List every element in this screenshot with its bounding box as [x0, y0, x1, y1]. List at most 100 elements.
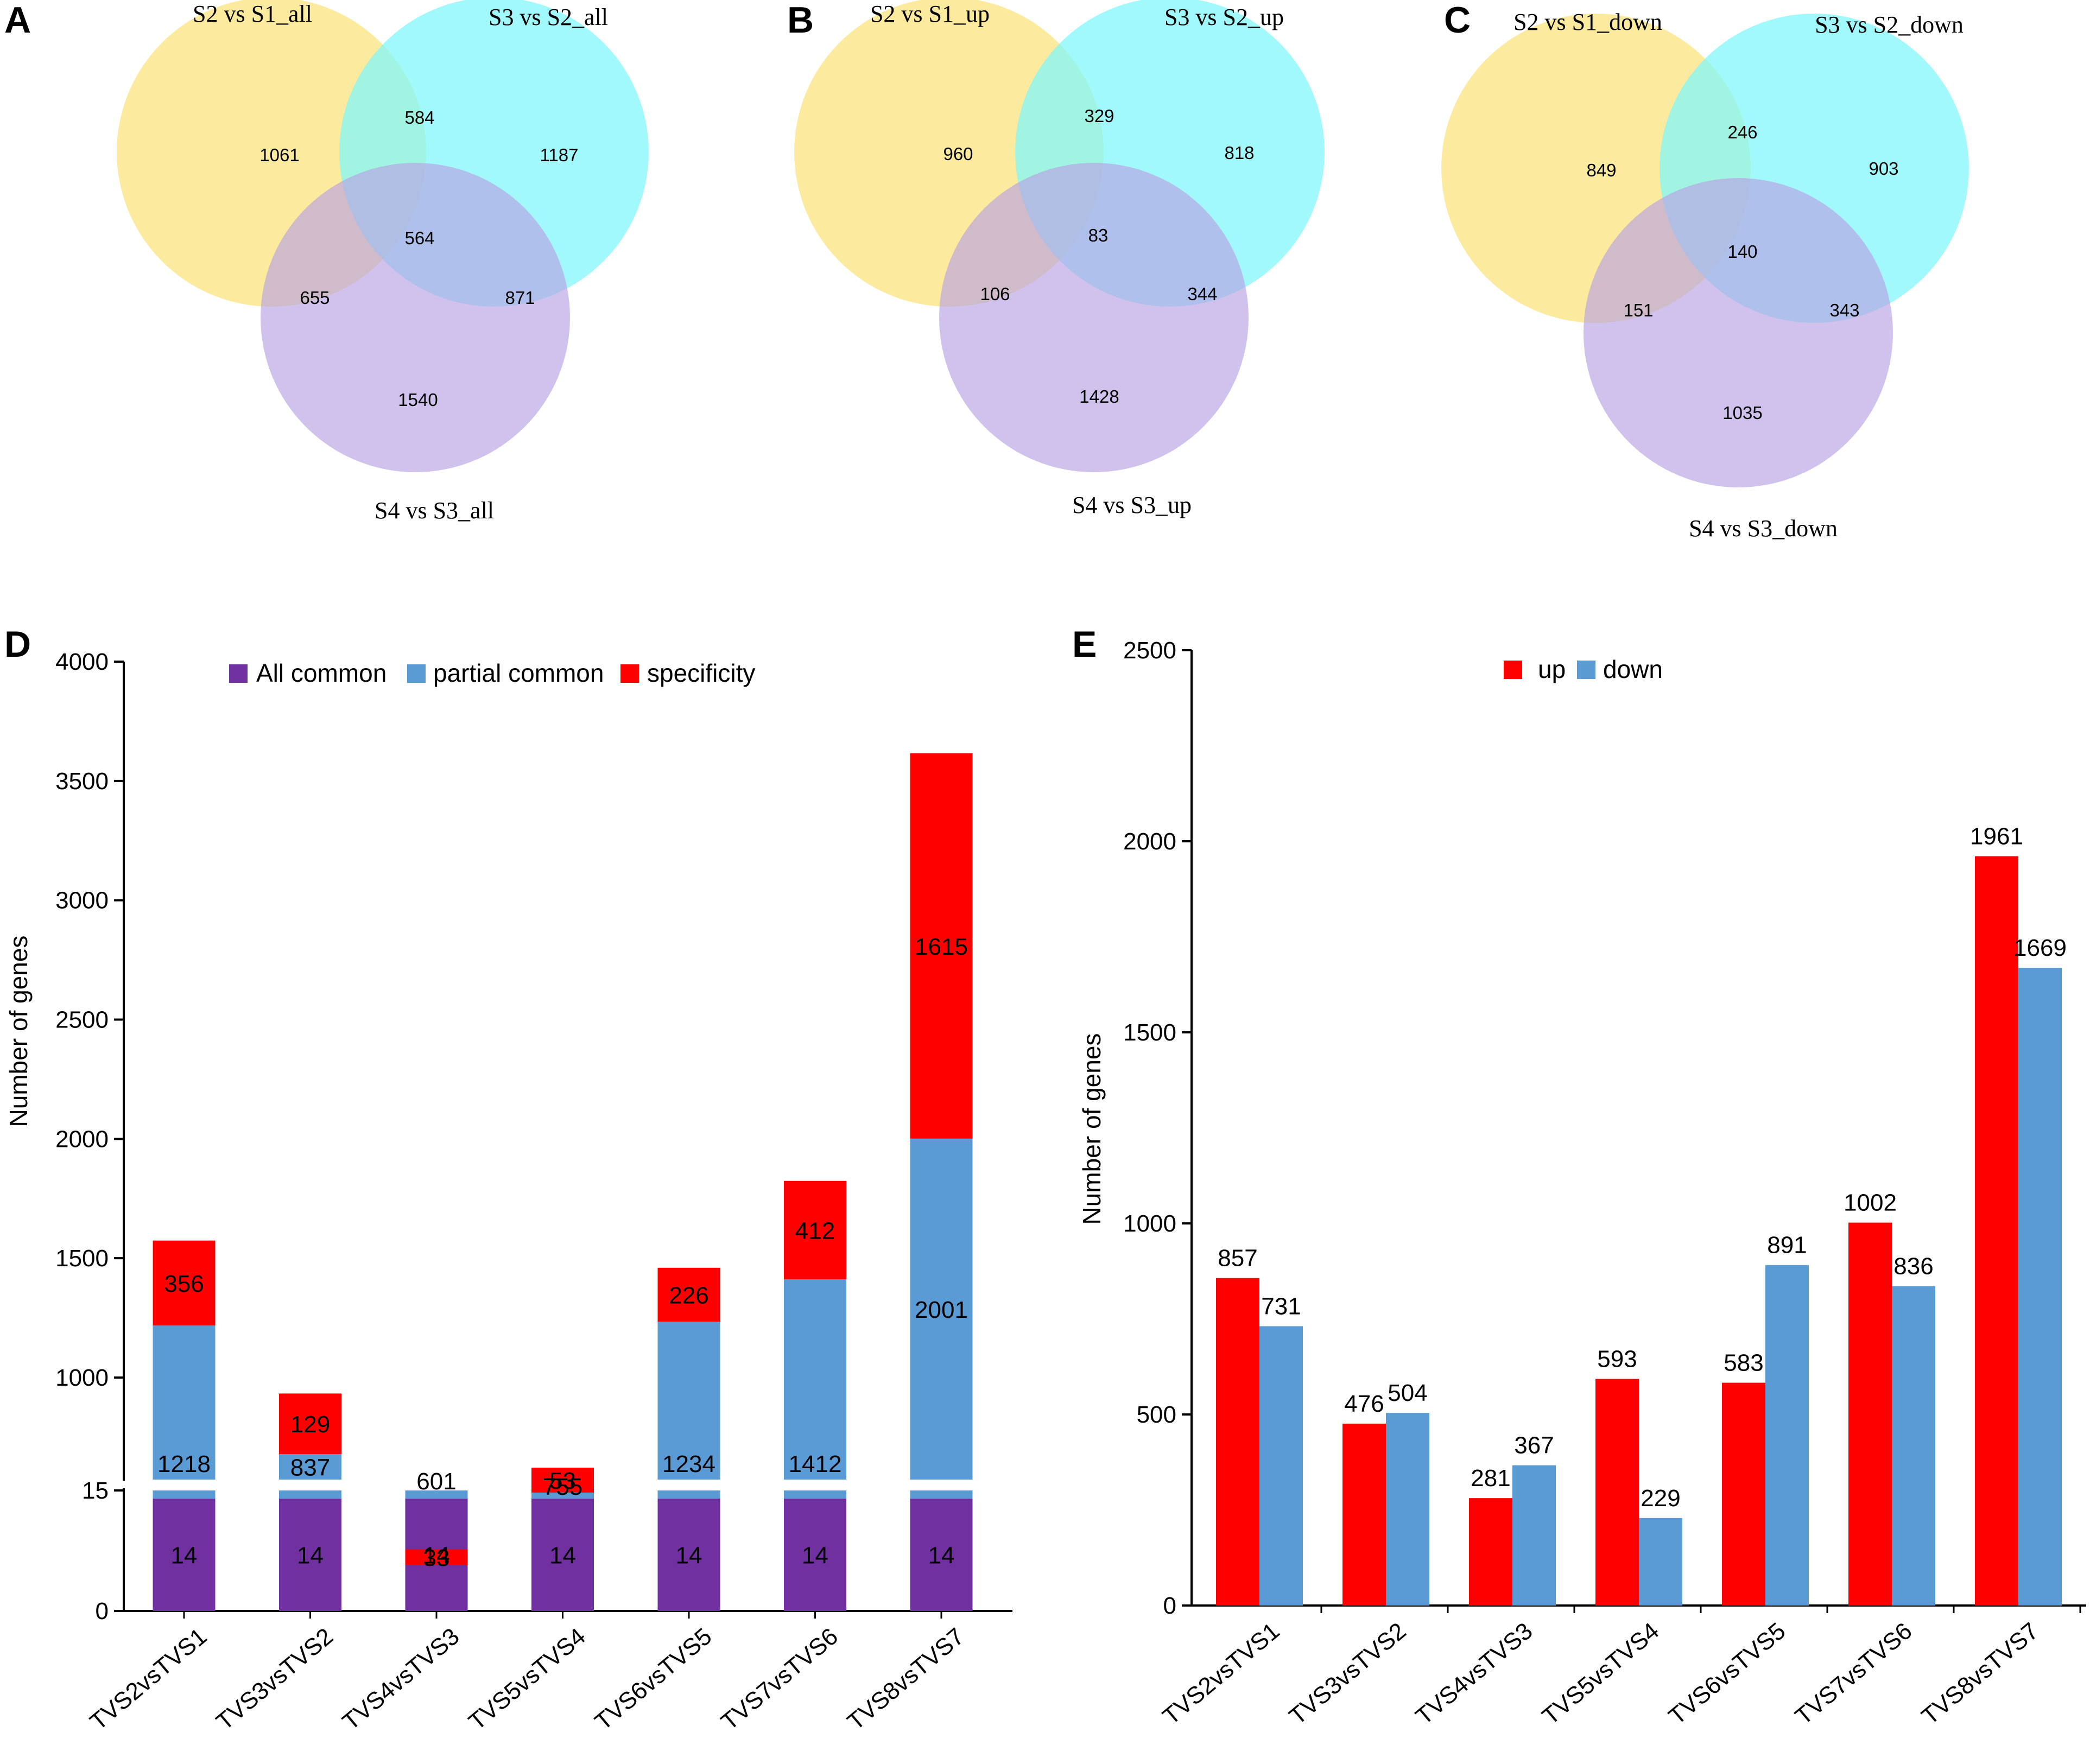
data-label-down: 367 [1514, 1432, 1554, 1459]
data-label-all-common: 14 [549, 1542, 576, 1569]
bar-partial-common [657, 1322, 720, 1480]
bar-partial-common [910, 1138, 973, 1480]
chart-d-ylabel: Number of genes [4, 936, 33, 1127]
bar-specificity [784, 1181, 846, 1279]
bar-specificity [657, 1267, 720, 1322]
x-tick-label: TVS6vsTVS5 [1664, 1617, 1791, 1730]
bar-down [2018, 968, 2062, 1606]
y-tick-label: 2500 [1123, 637, 1176, 664]
data-label-specificity: 33 [423, 1545, 450, 1571]
legend-label-specificity: specificity [647, 659, 755, 687]
venn-b-count: 329 [1084, 106, 1114, 126]
bar-all-common [279, 1498, 341, 1611]
panel-label-d: D [4, 624, 31, 665]
data-label-all-common: 14 [928, 1542, 955, 1569]
y-tick-label: 4000 [55, 649, 109, 675]
bar-partial-common-lower [279, 1490, 341, 1499]
bar-all-common [657, 1498, 720, 1611]
data-label-all-common: 14 [297, 1542, 324, 1569]
bar-specificity [910, 753, 973, 1139]
venn-c-set-label-3: S4 vs S3_down [1689, 515, 1838, 542]
panel-label-c: C [1444, 0, 1471, 41]
bar-down [1386, 1413, 1429, 1606]
chart-e-ylabel: Number of genes [1078, 1033, 1106, 1225]
venn-a-set-label-2: S3 vs S2_all [489, 4, 608, 30]
legend-swatch-specificity [620, 664, 639, 683]
data-label-up: 281 [1471, 1465, 1510, 1492]
bar-specificity [153, 1240, 216, 1326]
bar-down [1892, 1286, 1935, 1606]
venn-c-count: 343 [1829, 300, 1859, 320]
venn-a-circle-3 [261, 163, 570, 472]
data-label-up: 583 [1724, 1350, 1763, 1376]
bar-down [1259, 1326, 1303, 1606]
venn-c-circle-3 [1584, 178, 1893, 487]
data-label-all-common: 14 [423, 1542, 450, 1569]
venn-diagram-c: S2 vs S1_down S3 vs S2_down S4 vs S3_dow… [1441, 9, 1969, 542]
venn-a-count: 871 [505, 288, 535, 308]
data-label-down: 836 [1893, 1253, 1933, 1279]
data-label-specificity: 53 [549, 1468, 576, 1494]
y-tick-label: 0 [1163, 1592, 1176, 1619]
x-tick-label: TVS7vsTVS6 [716, 1623, 843, 1735]
y-tick-label: 1500 [55, 1245, 109, 1272]
stacked-bar-chart-d: Number of genes All common partial commo… [4, 649, 1016, 1735]
chart-d-plot: 0 15 1000 1500 2000 2500 3000 3500 4000 14 1218 356… [55, 649, 1016, 1735]
venn-b-circle-3 [939, 163, 1249, 472]
bar-all-common [153, 1498, 216, 1611]
venn-a-count: 1061 [259, 145, 299, 165]
y-tick-label: 1500 [1123, 1019, 1176, 1046]
y-tick-label: 2000 [55, 1126, 109, 1152]
grouped-bar-chart-e: Number of genes up down 0 500 1000 1500 2000… [1078, 637, 2086, 1730]
data-label-down: 731 [1261, 1293, 1301, 1319]
venn-a-set-label-1: S2 vs S1_all [193, 1, 312, 27]
legend-swatch-all-common [229, 664, 248, 683]
bar-down [1765, 1265, 1809, 1606]
data-label-all-common: 14 [802, 1542, 828, 1569]
legend-swatch-partial-common [407, 664, 426, 683]
data-label-partial-common: 1412 [789, 1451, 842, 1477]
venn-a-count: 584 [404, 107, 434, 128]
bar-up [1595, 1379, 1639, 1606]
legend-label-all-common: All common [256, 659, 387, 687]
y-tick-label: 2500 [55, 1007, 109, 1033]
bar-partial-common-lower [910, 1490, 973, 1499]
legend-swatch-down [1577, 661, 1595, 679]
y-tick-label: 0 [96, 1598, 109, 1625]
data-label-specificity: 226 [669, 1282, 708, 1309]
data-label-up: 1002 [1844, 1190, 1897, 1216]
legend-swatch-up [1504, 661, 1522, 679]
bar-up [1216, 1278, 1259, 1606]
x-tick-label: TVS3vsTVS2 [211, 1623, 338, 1735]
data-label-partial-common: 601 [416, 1468, 456, 1495]
bar-partial-common-lower [657, 1490, 720, 1499]
x-tick-label: TVS3vsTVS2 [1284, 1617, 1411, 1730]
venn-diagram-b: S2 vs S1_up S3 vs S2_up S4 vs S3_up 960 … [794, 0, 1325, 518]
y-tick-label: 15 [82, 1477, 109, 1504]
data-label-specificity: 129 [290, 1411, 330, 1438]
data-label-down: 1669 [2013, 935, 2067, 961]
venn-b-count: 960 [943, 144, 973, 164]
data-label-down: 229 [1641, 1485, 1680, 1512]
bar-up [1722, 1382, 1765, 1606]
bar-all-common [784, 1498, 846, 1611]
y-tick-label: 1000 [1123, 1210, 1176, 1237]
x-tick-label: TVS5vsTVS4 [1537, 1617, 1664, 1730]
bar-partial-common-lower [153, 1490, 216, 1499]
data-label-specificity: 356 [164, 1271, 204, 1297]
bar-all-common [910, 1498, 973, 1611]
venn-diagram-a: S2 vs S1_all S3 vs S2_all S4 vs S3_all 1… [117, 0, 649, 524]
venn-b-count: 1428 [1079, 386, 1119, 407]
data-label-up: 476 [1344, 1391, 1384, 1417]
legend-label-partial-common: partial common [433, 659, 604, 687]
bar-up [1848, 1222, 1892, 1606]
venn-b-set-label-2: S3 vs S2_up [1164, 4, 1284, 30]
y-tick-label: 2000 [1123, 828, 1176, 855]
venn-c-set-label-1: S2 vs S1_down [1513, 9, 1662, 35]
data-label-up: 593 [1597, 1346, 1637, 1373]
x-tick-label: TVS4vsTVS3 [1411, 1617, 1538, 1730]
x-tick-label: TVS8vsTVS7 [1917, 1617, 2044, 1730]
panel-label-b: B [787, 0, 814, 41]
